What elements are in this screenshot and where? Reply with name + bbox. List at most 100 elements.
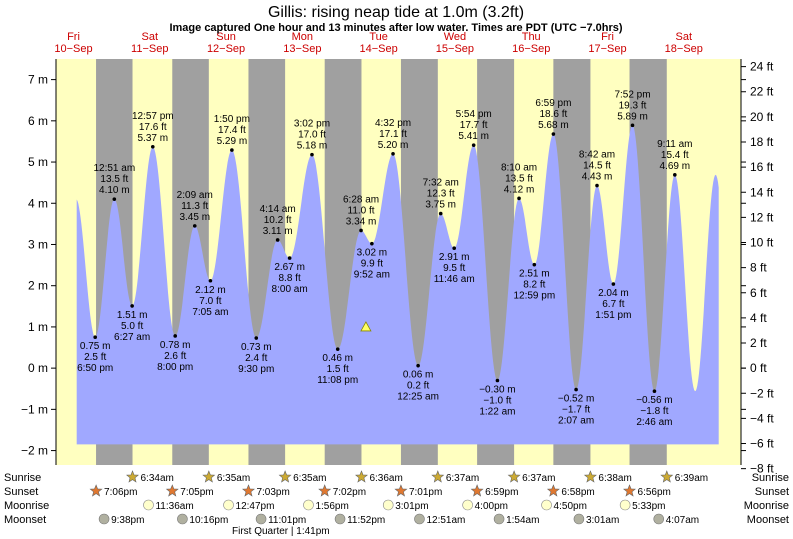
extreme-label: 2.91 m <box>439 252 470 263</box>
extreme-label: 6:28 am <box>343 194 379 205</box>
moonset-icon <box>255 513 267 525</box>
moonrise-icon <box>143 499 154 511</box>
extreme-label: 2:07 am <box>558 416 594 427</box>
extreme-label: 9:52 am <box>354 270 390 281</box>
moonrise-time: 11:36am <box>155 501 193 512</box>
extreme-label: 2.12 m <box>195 285 226 296</box>
extreme-label: 6:27 am <box>114 332 150 343</box>
y-tick-label-m: −2 m <box>21 444 48 458</box>
sunrise-icon <box>126 470 139 483</box>
extreme-label: 8:00 am <box>272 284 308 295</box>
moonset-time: 1:54am <box>506 515 539 526</box>
moonrise-time: 5:33pm <box>632 501 665 512</box>
day-name-label: Sat <box>676 31 693 43</box>
sunset-icon <box>623 484 636 497</box>
tide-area <box>76 125 719 445</box>
extreme-label: 5.89 m <box>617 111 648 122</box>
moonset-icon <box>334 513 346 525</box>
low-tide-point <box>173 334 177 338</box>
y-tick-label-ft: 10 ft <box>750 236 774 250</box>
extreme-label: 3:02 pm <box>294 119 330 130</box>
extreme-label: 5.29 m <box>217 136 248 147</box>
sunrise-icon <box>355 470 368 483</box>
low-tide-point <box>130 304 134 308</box>
moonrise-time: 1:56pm <box>315 501 348 512</box>
chart-subtitle: Image captured One hour and 13 minutes a… <box>169 22 622 34</box>
high-tide-point <box>112 197 117 201</box>
row-label-right-moonset: Moonset <box>747 514 789 526</box>
low-tide-point <box>495 378 500 383</box>
extreme-label: 8.2 ft <box>523 280 545 291</box>
day-date-label: 11−Sep <box>131 43 168 55</box>
extreme-label: 5.18 m <box>297 141 328 152</box>
extreme-label: 11.3 ft <box>181 201 208 212</box>
moonset-icon <box>573 513 585 525</box>
y-tick-label-m: 7 m <box>28 73 48 87</box>
moonrise-icon <box>462 499 473 511</box>
low-tide-point <box>93 335 97 340</box>
extreme-label: 1.5 ft <box>327 364 349 375</box>
sunset-icon <box>318 484 332 497</box>
day-date-label: 14−Sep <box>360 43 398 55</box>
low-tide-point <box>652 389 657 394</box>
extreme-label: 10.2 ft <box>264 215 292 226</box>
row-label-right-sunrise: Sunrise <box>752 472 789 484</box>
extreme-label: 13.5 ft <box>505 173 533 184</box>
sun-moon-rows: Sunrise Sunrise Sunset Sunset Moonrise Moonri… <box>4 470 789 526</box>
sunrise-time: 6:37am <box>522 473 555 484</box>
moonrise-time: 3:01pm <box>395 501 428 512</box>
day-name-label: Wed <box>444 31 466 43</box>
extreme-label: −0.30 m <box>479 385 515 396</box>
chart-title: Gillis: rising neap tide at 1.0m (3.2ft) <box>268 4 524 21</box>
moonrise-icon <box>223 499 234 511</box>
y-tick-label-m: 4 m <box>28 196 48 210</box>
y-tick-label-m: 5 m <box>28 155 48 169</box>
extreme-label: 0.46 m <box>322 353 353 364</box>
high-tide-point <box>150 144 155 149</box>
high-tide-point <box>438 211 443 216</box>
extreme-label: 4.12 m <box>504 184 535 195</box>
sunset-icon <box>89 484 103 497</box>
low-tide-point <box>208 278 213 283</box>
sunset-time: 6:59pm <box>485 487 518 498</box>
sunset-time: 7:05pm <box>180 487 213 498</box>
extreme-label: 4:14 am <box>260 204 296 215</box>
moonset-time: 12:51am <box>426 515 465 526</box>
extreme-label: 0.2 ft <box>407 381 429 392</box>
sunrise-time: 6:34am <box>141 473 174 484</box>
high-tide-point <box>517 196 521 201</box>
extreme-label: 17.0 ft <box>298 130 326 141</box>
extreme-label: 9:11 am <box>657 139 692 150</box>
extreme-label: 11:08 pm <box>317 375 358 386</box>
moonset-time: 4:07am <box>666 515 699 526</box>
extreme-label: 11:46 am <box>434 274 475 285</box>
row-label-sunset: Sunset <box>4 486 38 498</box>
extreme-label: 7.0 ft <box>199 296 221 307</box>
extreme-label: −0.56 m <box>636 395 672 406</box>
y-tick-label-ft: 14 ft <box>750 185 774 199</box>
y-tick-label-ft: −2 ft <box>750 386 774 400</box>
day-name-label: Sun <box>216 31 236 43</box>
extreme-label: 0.06 m <box>403 370 434 381</box>
day-name-label: Thu <box>522 31 541 43</box>
extreme-label: 5.37 m <box>138 133 169 144</box>
low-tide-point <box>254 336 259 340</box>
extreme-label: 17.1 ft <box>379 129 407 140</box>
row-label-moonrise: Moonrise <box>4 500 49 512</box>
y-tick-label-ft: 16 ft <box>750 160 774 174</box>
extreme-label: 8:42 am <box>579 150 615 161</box>
sunset-time: 7:02pm <box>333 487 366 498</box>
row-label-right-sunset: Sunset <box>755 486 789 498</box>
low-tide-point <box>452 246 456 250</box>
extreme-label: 2.6 ft <box>164 351 186 362</box>
sunrise-icon <box>431 470 445 483</box>
moonrise-time: 4:50pm <box>554 501 587 512</box>
high-tide-point <box>630 123 635 128</box>
y-tick-label-m: 6 m <box>28 114 48 128</box>
day-date-label: 17−Sep <box>588 43 626 55</box>
extreme-label: 5.68 m <box>538 120 569 131</box>
sunset-time: 7:01pm <box>409 487 442 498</box>
moonset-icon <box>653 513 665 525</box>
extreme-label: 2.5 ft <box>84 352 106 363</box>
sunrise-time: 6:38am <box>598 473 631 484</box>
